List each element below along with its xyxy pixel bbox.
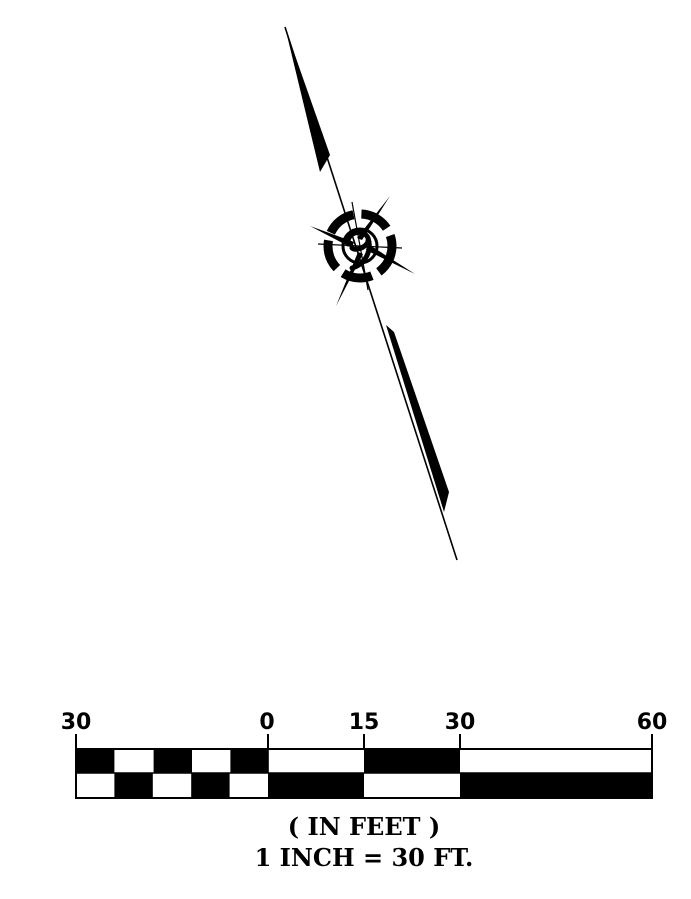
tick-label-15: 15 — [349, 710, 380, 735]
tick-label-60: 60 — [637, 710, 668, 735]
scale-right-blocks — [268, 749, 652, 798]
tick-label-30-right: 30 — [445, 710, 476, 735]
units-label: ( IN FEET ) — [288, 812, 440, 841]
north-arrow-lower-wedge — [386, 325, 449, 512]
tick-label-30-left: 30 — [61, 710, 92, 735]
centerline-icon — [310, 196, 415, 306]
scale-bar: 30 0 15 30 60 ( IN — [61, 710, 668, 872]
north-arrow-upper-wedge — [285, 27, 330, 172]
scale-ticks — [75, 734, 653, 749]
scale-ratio-label: 1 INCH = 30 FT. — [255, 843, 474, 872]
tick-label-0: 0 — [259, 710, 274, 735]
scale-left-checkers — [76, 749, 269, 798]
north-arrow-icon — [284, 26, 458, 561]
